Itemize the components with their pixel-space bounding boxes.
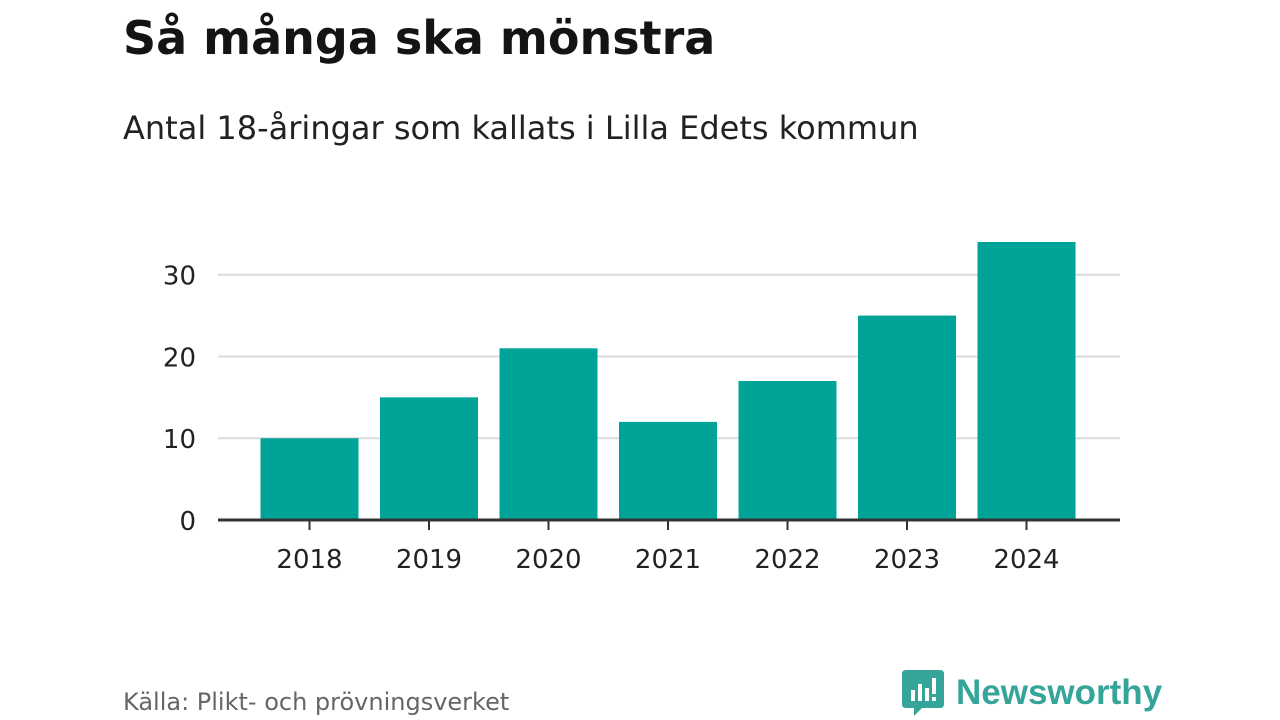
x-tick-label-2020: 2020 xyxy=(515,545,581,575)
brand-name: Newsworthy xyxy=(956,673,1163,712)
bar-2023 xyxy=(858,315,956,520)
x-tick-label-2023: 2023 xyxy=(874,545,940,575)
x-tick-label-2021: 2021 xyxy=(635,545,701,575)
chart-title: Så många ska mönstra xyxy=(123,11,716,65)
bar-2021 xyxy=(619,421,717,520)
chart-subtitle: Antal 18-åringar som kallats i Lilla Ede… xyxy=(123,109,919,147)
y-tick-label-30: 30 xyxy=(163,262,196,292)
bar-2020 xyxy=(499,348,598,520)
y-tick-label-0: 0 xyxy=(179,507,196,537)
brand-logo: Newsworthy xyxy=(902,668,1162,718)
bar-2018 xyxy=(260,438,359,520)
bar-2024 xyxy=(977,242,1076,520)
bar-2022 xyxy=(738,381,837,520)
source-note: Källa: Plikt- och prövningsverket xyxy=(123,688,510,716)
x-tick-label-2019: 2019 xyxy=(396,545,462,575)
x-tick-label-2024: 2024 xyxy=(993,545,1059,575)
x-tick-label-2018: 2018 xyxy=(276,545,342,575)
bar-chart-speech-bubble-icon xyxy=(902,670,944,716)
y-tick-label-10: 10 xyxy=(163,425,196,455)
bar-2019 xyxy=(380,397,478,520)
x-tick-label-2022: 2022 xyxy=(754,545,820,575)
y-tick-label-20: 20 xyxy=(163,343,196,373)
